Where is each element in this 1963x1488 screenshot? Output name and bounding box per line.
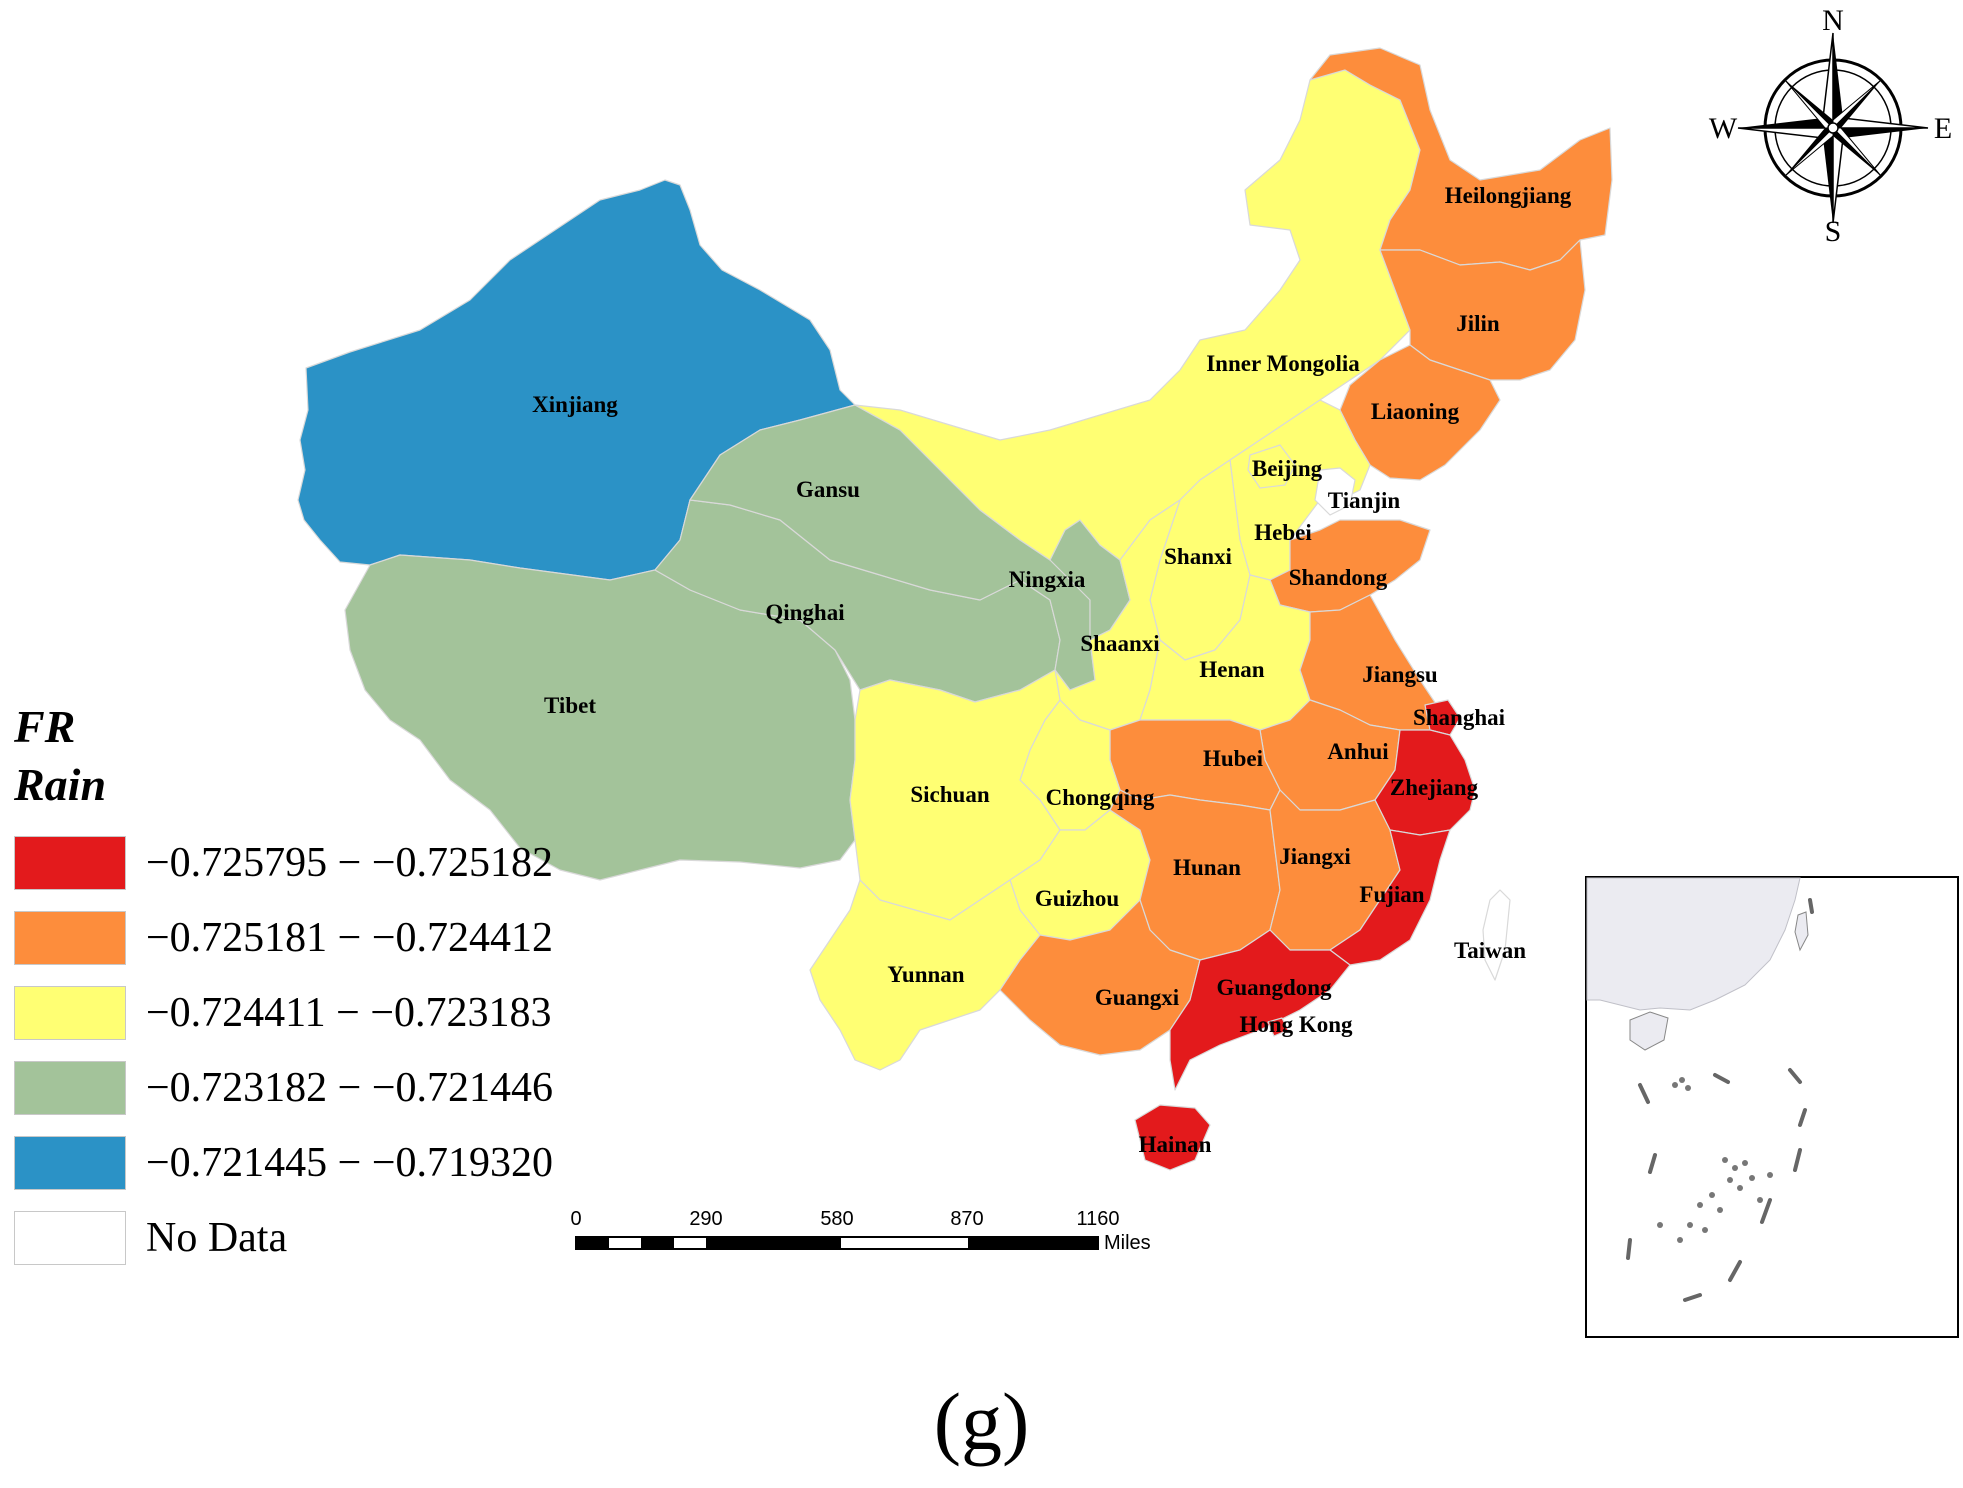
legend-label: −0.725181 − −0.724412 [146,915,554,961]
province-tianjin [1314,467,1356,516]
province-taiwan [1482,889,1511,981]
legend-item: −0.724411 − −0.723183 [14,985,552,1041]
legend-item: −0.723182 − −0.721446 [14,1060,553,1116]
inset-dashed-line [1626,898,1814,1302]
label-guangdong: Guangdong [1216,975,1332,1000]
compass-n: N [1822,4,1844,37]
province-beijing [1247,444,1296,489]
legend-label: −0.723182 − −0.721446 [146,1065,554,1111]
label-inner-mongolia: Inner Mongolia [1206,351,1360,376]
province-liaoning [1339,344,1501,481]
compass-s: S [1825,215,1842,248]
legend-label: No Data [146,1215,288,1261]
label-qinghai: Qinghai [765,600,845,625]
label-tianjin: Tianjin [1328,488,1401,513]
province-hong-kong [1267,1017,1289,1037]
label-fujian: Fujian [1359,882,1424,907]
label-shanxi: Shanxi [1164,544,1232,569]
label-xinjiang: Xinjiang [532,392,618,417]
legend-label: −0.724411 − −0.723183 [146,990,552,1036]
inset-mainland [1586,877,1801,1011]
south-china-sea-inset [1585,876,1959,1338]
scale-tick-290: 290 [689,1208,722,1230]
scale-bar-segment [641,1237,674,1249]
legend-swatch [14,1211,126,1265]
scale-bar: 0 290 580 870 1160 Miles [570,1208,1150,1254]
label-jiangsu: Jiangsu [1362,662,1438,687]
panel-label: (g) [933,1376,1030,1467]
scale-bar-segment [576,1237,609,1249]
label-chongqing: Chongqing [1046,785,1155,810]
province-shapes [297,47,1613,1171]
province-labels: Xinjiang Gansu Qinghai Tibet Ningxia Inn… [532,183,1572,1157]
label-guizhou: Guizhou [1035,886,1120,911]
legend-swatch [14,1136,126,1190]
scale-bar-segment [968,1237,1098,1249]
label-tibet: Tibet [544,693,596,718]
legend-swatch [14,836,126,890]
label-shaanxi: Shaanxi [1080,631,1160,656]
scale-bar-segment [706,1237,841,1249]
legend-swatch [14,1061,126,1115]
legend-item: −0.725181 − −0.724412 [14,910,553,966]
legend-swatch [14,986,126,1040]
legend-swatch [14,911,126,965]
label-hong-kong: Hong Kong [1239,1012,1353,1037]
inset-hainan [1629,1011,1669,1051]
label-hubei: Hubei [1203,746,1264,771]
province-shanghai [1424,699,1461,736]
province-fujian [1329,829,1451,966]
scale-tick-580: 580 [820,1208,853,1230]
label-hainan: Hainan [1139,1132,1212,1157]
label-gansu: Gansu [796,477,860,502]
label-taiwan: Taiwan [1454,938,1526,963]
label-sichuan: Sichuan [910,782,989,807]
legend-label: −0.721445 − −0.719320 [146,1140,554,1186]
label-ningxia: Ningxia [1009,567,1086,592]
label-yunnan: Yunnan [887,962,964,987]
label-heilongjiang: Heilongjiang [1445,183,1572,208]
compass-w: W [1709,112,1738,145]
label-zhejiang: Zhejiang [1390,775,1479,800]
label-hebei: Hebei [1254,520,1312,545]
province-yunnan [809,879,1041,1071]
scale-tick-0: 0 [570,1208,581,1230]
label-shanghai: Shanghai [1413,705,1506,730]
inset-islands [1657,1077,1773,1243]
inset-taiwan [1794,911,1809,952]
legend-title-fr: FR [14,701,76,752]
legend-label: −0.725795 − −0.725182 [146,840,554,886]
compass-rose-icon: N S E W [1709,4,1952,248]
label-shandong: Shandong [1289,565,1388,590]
legend-title-rain: Rain [14,759,107,810]
legend-item: −0.725795 − −0.725182 [14,835,553,891]
label-hunan: Hunan [1173,855,1241,880]
province-hainan [1134,1104,1211,1171]
label-beijing: Beijing [1252,456,1323,481]
label-anhui: Anhui [1327,739,1389,764]
scale-tick-1160: 1160 [1076,1208,1119,1230]
province-jilin [1379,239,1586,381]
scale-unit: Miles [1104,1232,1151,1254]
label-guangxi: Guangxi [1095,985,1180,1010]
compass-e: E [1934,112,1952,145]
label-henan: Henan [1199,657,1264,682]
scale-tick-870: 870 [950,1208,983,1230]
legend-item: No Data [14,1210,287,1266]
legend-item: −0.721445 − −0.719320 [14,1135,553,1191]
label-liaoning: Liaoning [1371,399,1460,424]
label-jiangxi: Jiangxi [1279,844,1351,869]
label-jilin: Jilin [1456,311,1500,336]
